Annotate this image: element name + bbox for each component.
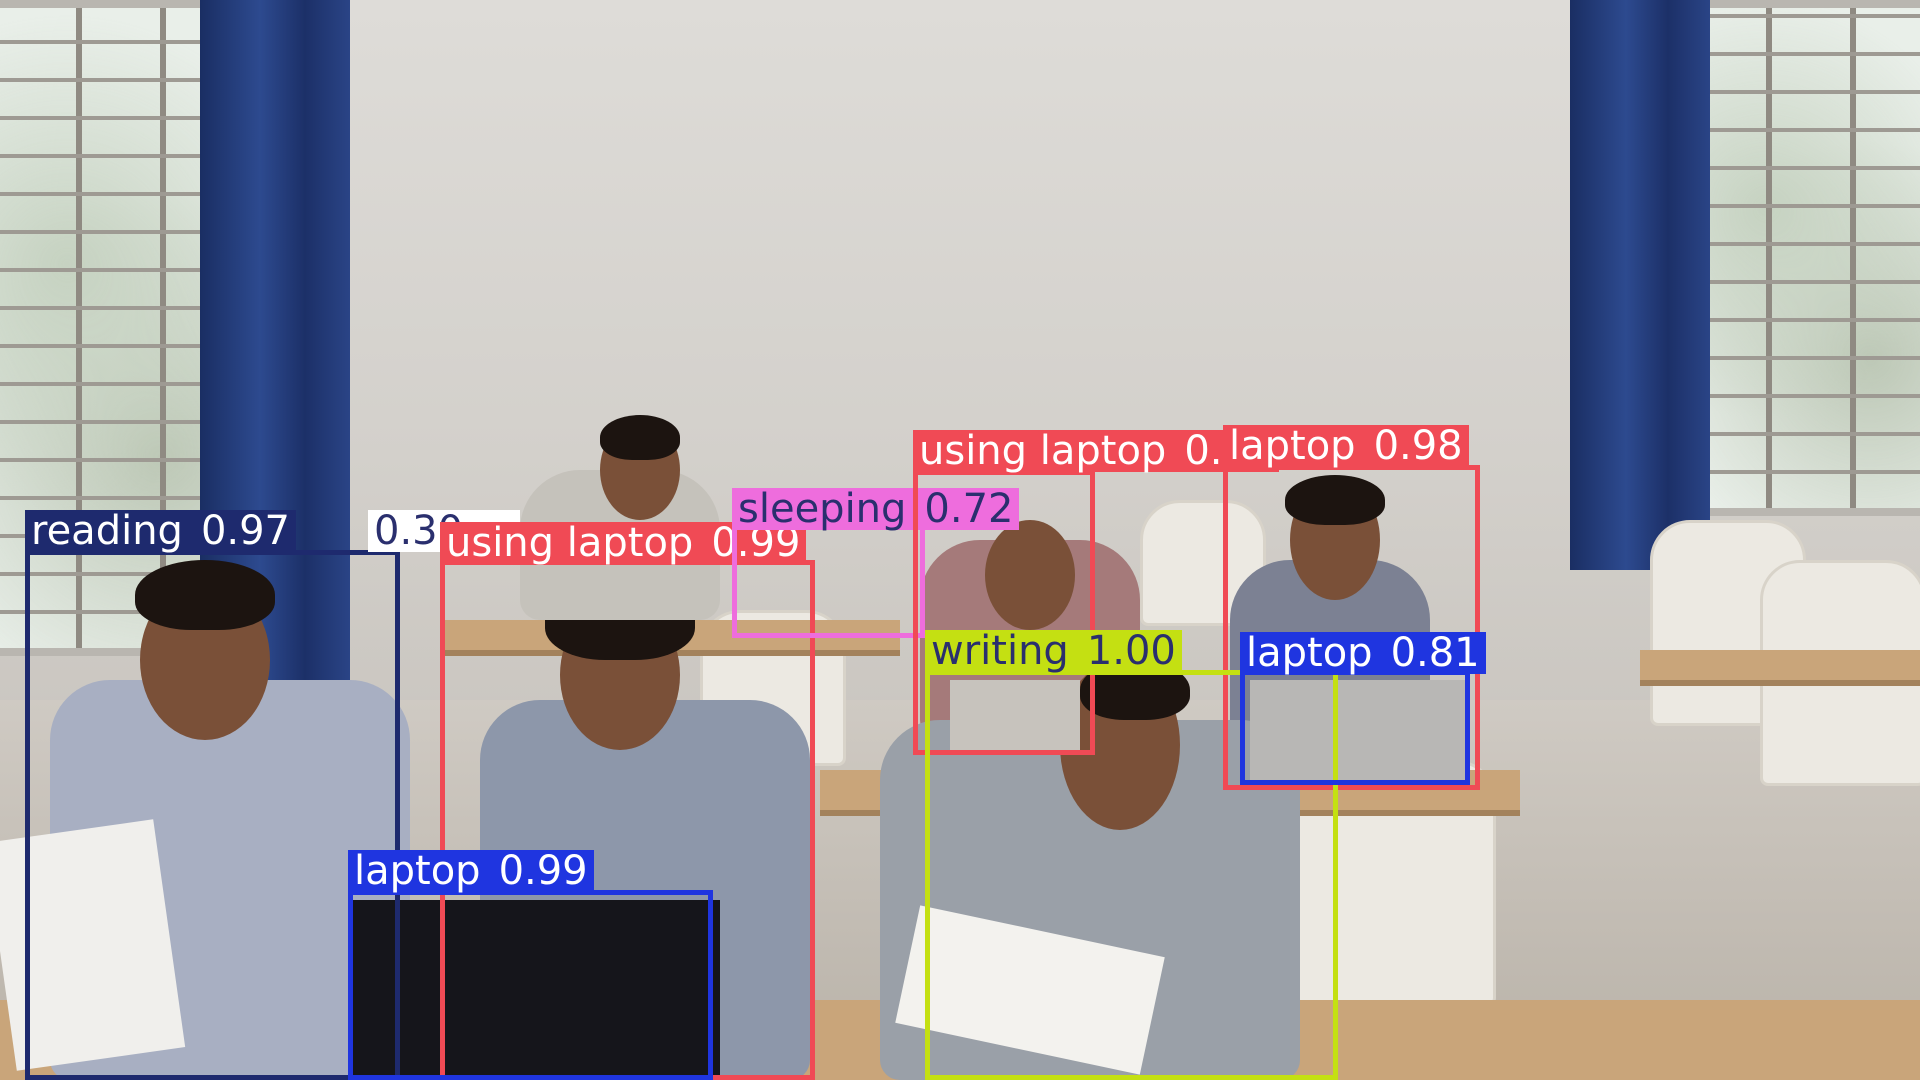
- hair: [600, 415, 680, 460]
- detection-class: laptop: [1229, 423, 1356, 469]
- detection-label-laptop-2: laptop 0.98: [1223, 425, 1469, 467]
- right-window: [1680, 0, 1920, 516]
- detection-label-laptop-1: laptop 0.99: [348, 850, 594, 892]
- laptop: [950, 680, 1080, 750]
- detection-confidence: 0.72: [924, 486, 1014, 532]
- detection-class: using laptop: [446, 520, 694, 566]
- detection-label-writing: writing 1.00: [925, 630, 1182, 672]
- head: [985, 520, 1075, 630]
- detection-confidence: 0.97: [200, 508, 290, 554]
- detection-confidence: 0.81: [1390, 630, 1480, 676]
- hair: [135, 560, 275, 630]
- detection-confidence: 0.98: [1373, 423, 1463, 469]
- detection-confidence: 0.99: [498, 848, 588, 894]
- detection-class: writing: [931, 628, 1069, 674]
- detection-box-using-laptop-2: [913, 470, 1095, 755]
- detection-label-sleeping: sleeping 0.72: [732, 486, 1020, 532]
- laptop: [350, 900, 720, 1080]
- detection-confidence: 1.00: [1086, 628, 1176, 674]
- detection-box-laptop-3: [1240, 670, 1470, 785]
- detection-class: laptop: [354, 848, 481, 894]
- laptop: [1250, 680, 1470, 790]
- desk: [1640, 650, 1920, 686]
- detection-box-laptop-2: [1223, 465, 1480, 790]
- detection-box-reading: [25, 550, 400, 1080]
- right-curtain: [1570, 0, 1710, 570]
- detection-box-writing: [925, 670, 1338, 1080]
- detection-label-reading: reading 0.97: [25, 510, 296, 552]
- detection-class: sleeping: [738, 486, 907, 532]
- detection-box-laptop-1: [348, 890, 713, 1080]
- detection-label-laptop-3: laptop 0.81: [1240, 632, 1486, 674]
- hair: [1285, 475, 1385, 525]
- detection-class: laptop: [1246, 630, 1373, 676]
- detection-class: using laptop: [919, 428, 1167, 474]
- detection-class: reading: [31, 508, 183, 554]
